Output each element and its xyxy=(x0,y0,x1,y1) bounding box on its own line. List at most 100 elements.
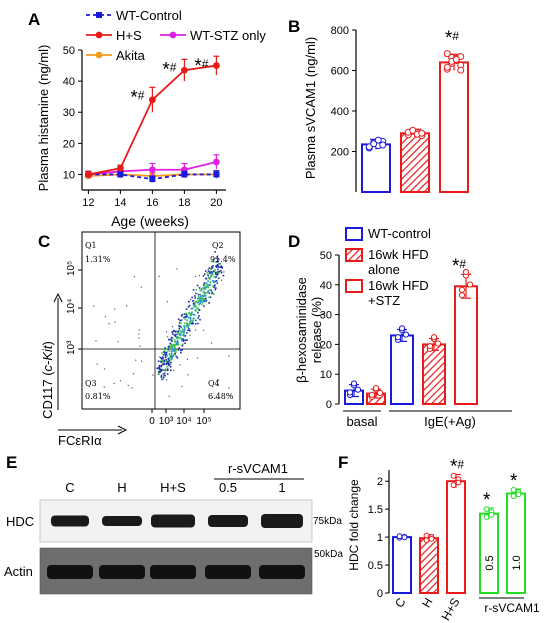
c-event-dot xyxy=(198,297,201,299)
c-event-dot xyxy=(160,365,163,368)
e-lane-label: C xyxy=(65,480,74,495)
d-y-tick-label: 50 xyxy=(320,250,332,262)
c-event-dot xyxy=(157,372,160,375)
c-event-dot xyxy=(103,386,105,388)
c-event-dot xyxy=(180,339,183,342)
c-event-dot xyxy=(157,360,160,363)
c-event-dot xyxy=(204,292,207,294)
e-actin-band xyxy=(47,565,93,579)
c-event-dot xyxy=(165,358,168,361)
c-event-dot xyxy=(169,338,172,341)
c-event-dot xyxy=(168,350,171,353)
c-event-dot xyxy=(197,296,200,298)
c-event-dot xyxy=(216,264,218,267)
c-event-dot xyxy=(167,349,169,352)
c-event-dot xyxy=(218,262,220,265)
c-event-dot xyxy=(211,396,214,399)
c-event-dot xyxy=(180,315,183,317)
c-event-dot xyxy=(169,347,171,349)
b-y-tick-label: 200 xyxy=(331,147,349,159)
c-x-tick-label: 10⁵ xyxy=(196,416,211,427)
b-bar xyxy=(400,132,430,193)
c-event-dot xyxy=(211,273,214,275)
c-event-dot xyxy=(206,271,209,274)
c-event-dot xyxy=(215,266,218,268)
b-y-tick-label: 400 xyxy=(331,106,349,118)
a-series-line xyxy=(88,64,217,176)
c-event-dot xyxy=(184,339,187,341)
c-event-dot xyxy=(199,318,201,321)
c-event-dot xyxy=(189,334,191,336)
d-y-tick-label: 40 xyxy=(320,280,332,292)
c-event-dot xyxy=(197,293,199,296)
c-event-dot xyxy=(138,333,140,335)
d-legend-label: 16wk HFD xyxy=(368,278,429,293)
c-event-dot xyxy=(186,358,189,360)
c-event-dot xyxy=(176,268,178,270)
c-event-dot xyxy=(167,336,169,338)
c-event-dot xyxy=(165,360,167,363)
c-event-dot xyxy=(179,332,181,335)
c-x-tick-label: 0 xyxy=(149,416,155,427)
panel-a: 10 20 30 40 50 12 14 16 18 20 *# *# *# Age (weeks)… xyxy=(36,8,266,229)
c-event-dot xyxy=(174,347,176,349)
c-event-dot xyxy=(161,358,163,360)
c-event-dot xyxy=(209,296,212,299)
c-event-dot xyxy=(114,321,116,323)
c-event-dot xyxy=(171,356,173,359)
c-event-dot xyxy=(197,297,200,299)
c-event-dot xyxy=(170,355,173,357)
c-event-dot xyxy=(212,260,215,263)
c-event-dot xyxy=(182,333,185,335)
c-event-dot xyxy=(178,327,181,330)
c-event-dot xyxy=(160,369,163,372)
c-event-dot xyxy=(210,342,213,344)
c-event-dot xyxy=(216,273,218,276)
c-event-dot xyxy=(187,306,190,308)
c-event-dot xyxy=(93,305,95,307)
c-event-dot xyxy=(164,368,167,370)
d-bar xyxy=(390,334,414,405)
c-event-dot xyxy=(190,307,193,310)
c-event-dot xyxy=(206,291,208,294)
c-event-dot xyxy=(214,280,216,283)
d-group-label-ige: IgE(+Ag) xyxy=(424,414,476,429)
c-event-dot xyxy=(158,356,161,358)
c-event-dot xyxy=(192,303,195,306)
c-event-dot xyxy=(160,356,162,359)
c-event-dot xyxy=(194,304,196,307)
c-event-dot xyxy=(166,365,169,368)
c-event-dot xyxy=(173,329,175,332)
c-event-dot xyxy=(212,280,214,282)
c-event-dot xyxy=(189,330,191,332)
c-event-dot xyxy=(191,300,194,302)
c-event-dot xyxy=(173,344,176,346)
d-legend-swatch xyxy=(345,279,363,293)
c-event-dot xyxy=(165,351,168,354)
c-event-dot xyxy=(197,308,199,310)
c-event-dot xyxy=(195,307,198,310)
a-legend-label: WT-Control xyxy=(116,8,182,23)
f-data-point xyxy=(401,534,408,541)
c-event-dot xyxy=(177,349,180,351)
c-event-dot xyxy=(162,368,164,371)
c-event-dot xyxy=(203,305,205,307)
c-event-dot xyxy=(215,257,217,260)
c-y-tick-label: 10⁵ xyxy=(66,261,77,276)
c-event-dot xyxy=(163,362,165,365)
c-event-dot xyxy=(127,384,129,387)
c-event-dot xyxy=(207,286,209,289)
c-event-dot xyxy=(195,289,198,291)
c-event-dot xyxy=(197,297,199,300)
c-event-dot xyxy=(187,374,189,376)
d-legend-label: 16wk HFD xyxy=(368,247,429,262)
c-event-dot xyxy=(200,298,203,301)
c-event-dot xyxy=(197,317,200,319)
d-group-label-basal: basal xyxy=(346,414,377,429)
c-event-dot xyxy=(206,284,209,287)
d-data-point xyxy=(346,389,354,396)
c-event-dot xyxy=(218,277,221,279)
c-event-dot xyxy=(168,395,170,397)
c-event-dot xyxy=(188,311,191,314)
